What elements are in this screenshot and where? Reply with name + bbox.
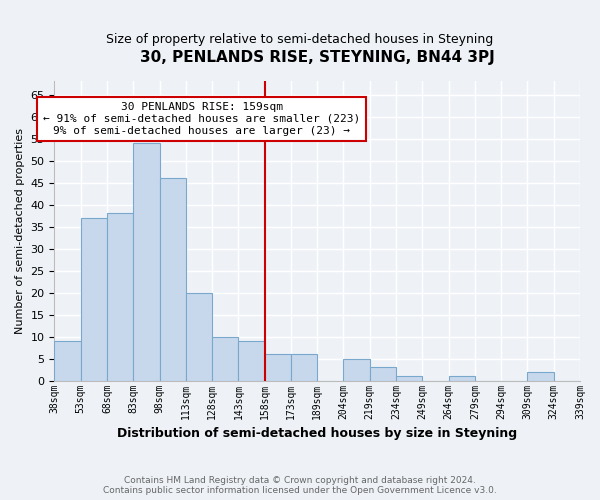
Bar: [133, 143, 160, 380]
Bar: [265, 354, 291, 380]
Bar: [449, 376, 475, 380]
Bar: [343, 358, 370, 380]
Bar: [160, 178, 186, 380]
Text: Size of property relative to semi-detached houses in Steyning: Size of property relative to semi-detach…: [106, 32, 494, 46]
X-axis label: Distribution of semi-detached houses by size in Steyning: Distribution of semi-detached houses by …: [117, 427, 517, 440]
Bar: [80, 218, 107, 380]
Title: 30, PENLANDS RISE, STEYNING, BN44 3PJ: 30, PENLANDS RISE, STEYNING, BN44 3PJ: [140, 50, 494, 65]
Bar: [107, 214, 133, 380]
Y-axis label: Number of semi-detached properties: Number of semi-detached properties: [15, 128, 25, 334]
Bar: [55, 341, 80, 380]
Bar: [527, 372, 554, 380]
Text: Contains HM Land Registry data © Crown copyright and database right 2024.
Contai: Contains HM Land Registry data © Crown c…: [103, 476, 497, 495]
Text: 30 PENLANDS RISE: 159sqm
← 91% of semi-detached houses are smaller (223)
9% of s: 30 PENLANDS RISE: 159sqm ← 91% of semi-d…: [43, 102, 360, 136]
Bar: [396, 376, 422, 380]
Bar: [212, 336, 238, 380]
Bar: [238, 341, 265, 380]
Bar: [291, 354, 317, 380]
Bar: [186, 292, 212, 380]
Bar: [370, 368, 396, 380]
